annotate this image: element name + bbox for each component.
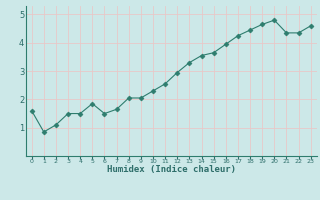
X-axis label: Humidex (Indice chaleur): Humidex (Indice chaleur) <box>107 165 236 174</box>
